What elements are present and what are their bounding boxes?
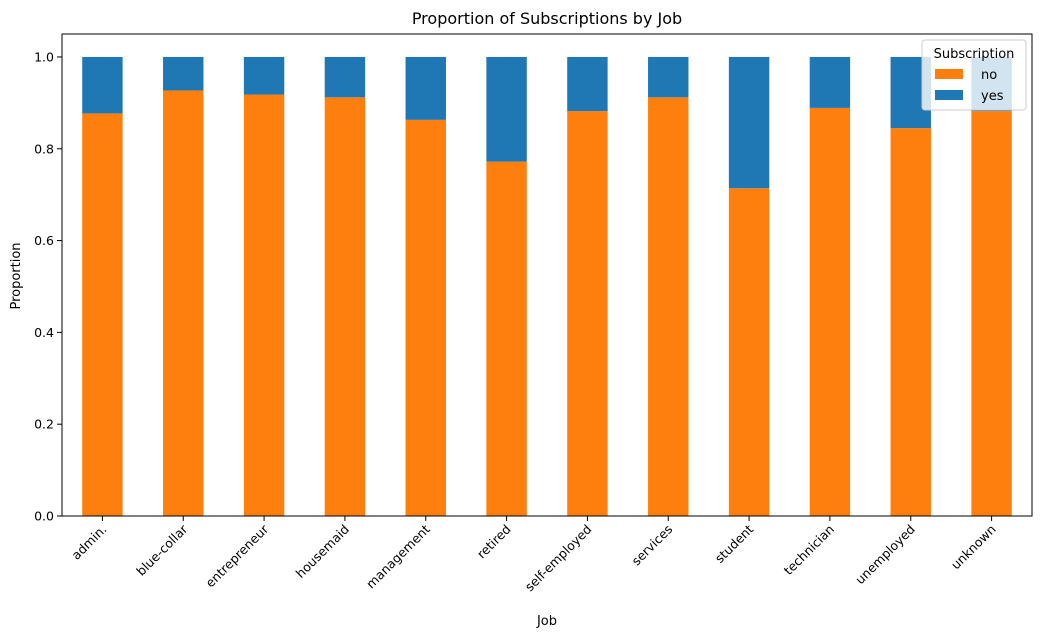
- x-axis-label: Job: [536, 614, 557, 629]
- legend-swatch-no: [935, 69, 963, 79]
- bar-yes-student: [728, 56, 770, 189]
- bar-yes-self-employed: [567, 56, 608, 112]
- bar-no-unknown: [971, 111, 1012, 517]
- x-tick-label: unemployed: [852, 522, 918, 588]
- y-ticks-group: 0.0 0.2 0.4 0.6 0.8 1.0: [34, 49, 62, 524]
- y-tick-label: 0.6: [34, 233, 54, 248]
- x-tick-label: management: [363, 521, 433, 591]
- y-tick-label: 1.0: [34, 49, 54, 64]
- x-tick-label: entrepreneur: [202, 521, 271, 590]
- bar-yes-management: [405, 56, 446, 120]
- plot-frame: [61, 33, 1033, 517]
- bar-no-admin: [82, 113, 123, 517]
- legend-label-no: no: [981, 68, 997, 83]
- bar-no-unemployed: [890, 128, 931, 516]
- bar-yes-entrepreneur: [243, 56, 285, 95]
- y-axis-label: Proportion: [9, 242, 24, 309]
- x-tick-label: housemaid: [293, 522, 352, 581]
- x-ticks-group: admin. blue-collar entrepreneur housemaid ma…: [68, 516, 999, 595]
- bar-yes-retired: [486, 56, 527, 162]
- bar-yes-blue-collar: [163, 56, 204, 91]
- chart-title: Proportion of Subscriptions by Job: [412, 9, 682, 28]
- bar-no-services: [648, 97, 689, 516]
- x-tick-label: retired: [474, 522, 514, 562]
- bar-no-management: [405, 119, 446, 516]
- legend-swatch-yes: [935, 90, 963, 100]
- y-tick-label: 0.4: [34, 325, 54, 340]
- x-tick-label: student: [712, 521, 756, 565]
- bar-no-entrepreneur: [243, 94, 285, 516]
- bars-group: [82, 56, 1012, 517]
- x-tick-label: self-employed: [522, 522, 595, 595]
- y-tick-label: 0.8: [34, 141, 54, 156]
- bar-no-self-employed: [567, 111, 608, 517]
- bar-no-blue-collar: [163, 90, 204, 516]
- x-tick-label: blue-collar: [133, 521, 191, 579]
- bar-no-student: [728, 188, 770, 517]
- legend-label-yes: yes: [981, 89, 1004, 104]
- bar-no-technician: [809, 107, 851, 516]
- bar-yes-services: [648, 56, 689, 98]
- bar-yes-housemaid: [324, 56, 366, 98]
- y-tick-label: 0.2: [34, 417, 54, 432]
- bar-no-retired: [486, 161, 527, 516]
- legend-title: Subscription: [934, 47, 1015, 62]
- x-tick-label: services: [628, 522, 675, 569]
- bar-yes-technician: [809, 56, 851, 108]
- bar-yes-admin: [82, 56, 123, 114]
- x-tick-label: admin.: [68, 522, 109, 563]
- x-tick-label: unknown: [948, 522, 999, 573]
- x-tick-label: technician: [781, 522, 837, 578]
- y-tick-label: 0.0: [34, 509, 54, 524]
- legend: Subscription no yes: [921, 39, 1027, 111]
- bar-no-housemaid: [324, 97, 366, 516]
